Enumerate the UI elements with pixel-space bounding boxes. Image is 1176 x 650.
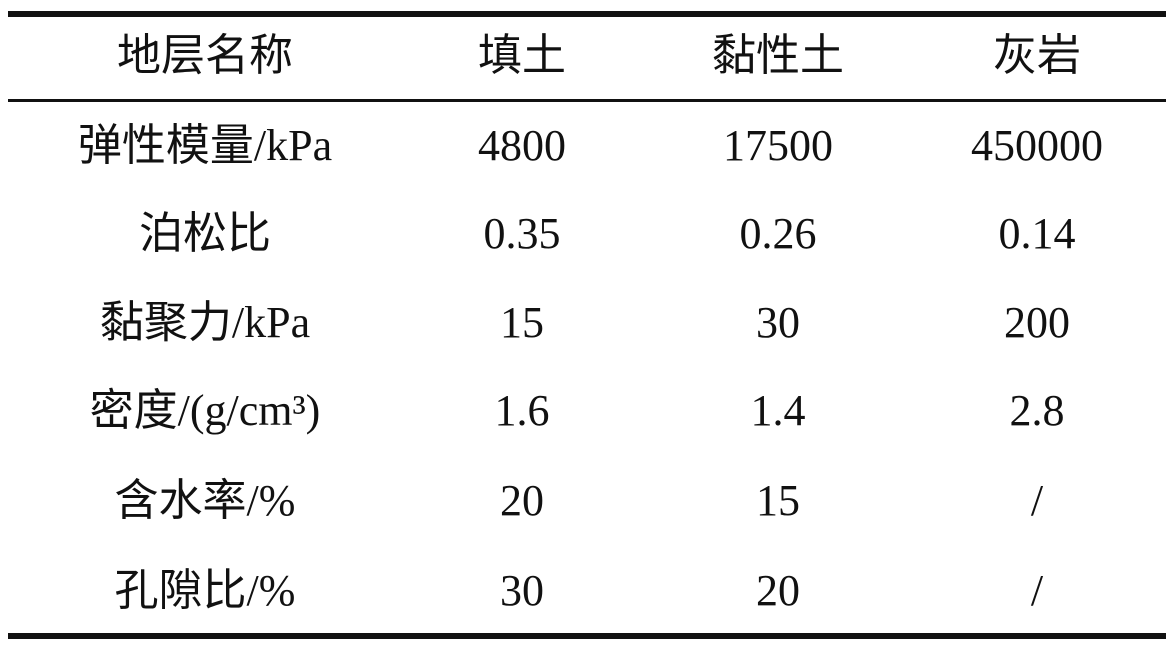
row-label: 含水率/% — [115, 476, 296, 525]
table-cell: 17500 — [723, 121, 833, 170]
header-cell: 灰岩 — [993, 31, 1081, 80]
table-cell: 2.8 — [1010, 386, 1065, 435]
table-cell: 0.14 — [999, 209, 1076, 258]
row-label: 泊松比 — [139, 209, 271, 258]
header-cell: 黏性土 — [712, 31, 844, 80]
table-cell: 200 — [1004, 298, 1070, 347]
row-label: 弹性模量/kPa — [78, 121, 332, 170]
row-label: 黏聚力/kPa — [100, 298, 310, 347]
top-rule — [8, 11, 1166, 17]
table-cell: 1.6 — [495, 386, 550, 435]
table-cell: 0.35 — [484, 209, 561, 258]
table-cell: 1.4 — [751, 386, 806, 435]
row-label: 密度/(g/cm³) — [90, 386, 321, 435]
bottom-rule — [8, 633, 1166, 639]
table-cell: 15 — [756, 476, 800, 525]
header-rule — [8, 99, 1166, 102]
row-label: 孔隙比/% — [115, 566, 296, 615]
table-cell: 30 — [756, 298, 800, 347]
header-cell: 填土 — [478, 31, 566, 80]
table-cell: 20 — [756, 566, 800, 615]
table-cell: 30 — [500, 566, 544, 615]
header-cell: 地层名称 — [117, 31, 293, 80]
table-cell: / — [1031, 476, 1044, 525]
table-cell: 20 — [500, 476, 544, 525]
table-cell: / — [1031, 566, 1044, 615]
table-cell: 15 — [500, 298, 544, 347]
table-cell: 4800 — [478, 121, 566, 170]
table-cell: 450000 — [971, 121, 1103, 170]
table-cell: 0.26 — [740, 209, 817, 258]
